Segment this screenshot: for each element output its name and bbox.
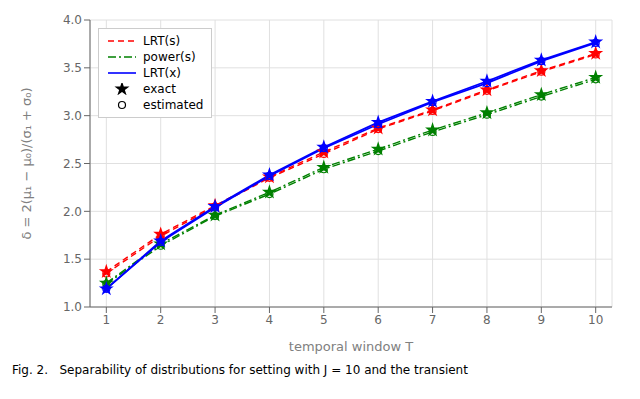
html-text:LRT(x): LRT(x) — [143, 66, 181, 80]
svg-text:8: 8 — [483, 313, 491, 327]
svg-text:7: 7 — [429, 313, 437, 327]
svg-text:δ = 2(μ₁ − μ₀)/(σ₁ + σ₀): δ = 2(μ₁ − μ₀)/(σ₁ + σ₀) — [19, 87, 34, 239]
svg-text:10: 10 — [588, 313, 603, 327]
svg-text:9: 9 — [537, 313, 545, 327]
svg-text:2.5: 2.5 — [63, 157, 82, 171]
svg-text:3: 3 — [211, 313, 219, 327]
svg-text:2: 2 — [157, 313, 165, 327]
svg-text:4.0: 4.0 — [63, 13, 82, 27]
html-text:exact: exact — [143, 82, 176, 96]
svg-text:2.0: 2.0 — [63, 205, 82, 219]
svg-text:1.5: 1.5 — [63, 252, 82, 266]
svg-text:3.0: 3.0 — [63, 109, 82, 123]
html-text:Fig. 2. Separability of distri: Fig. 2. Separability of distributions fo… — [12, 363, 468, 377]
svg-text:1.0: 1.0 — [63, 300, 82, 314]
svg-text:4: 4 — [266, 313, 274, 327]
svg-text:3.5: 3.5 — [63, 61, 82, 75]
html-text:power(s): power(s) — [143, 50, 196, 64]
svg-text:temporal window T: temporal window T — [289, 339, 413, 354]
svg-text:5: 5 — [320, 313, 328, 327]
html-text:LRT(s): LRT(s) — [143, 34, 181, 48]
svg-text:6: 6 — [374, 313, 382, 327]
html-text:estimated: estimated — [143, 98, 204, 112]
svg-text:1: 1 — [102, 313, 110, 327]
